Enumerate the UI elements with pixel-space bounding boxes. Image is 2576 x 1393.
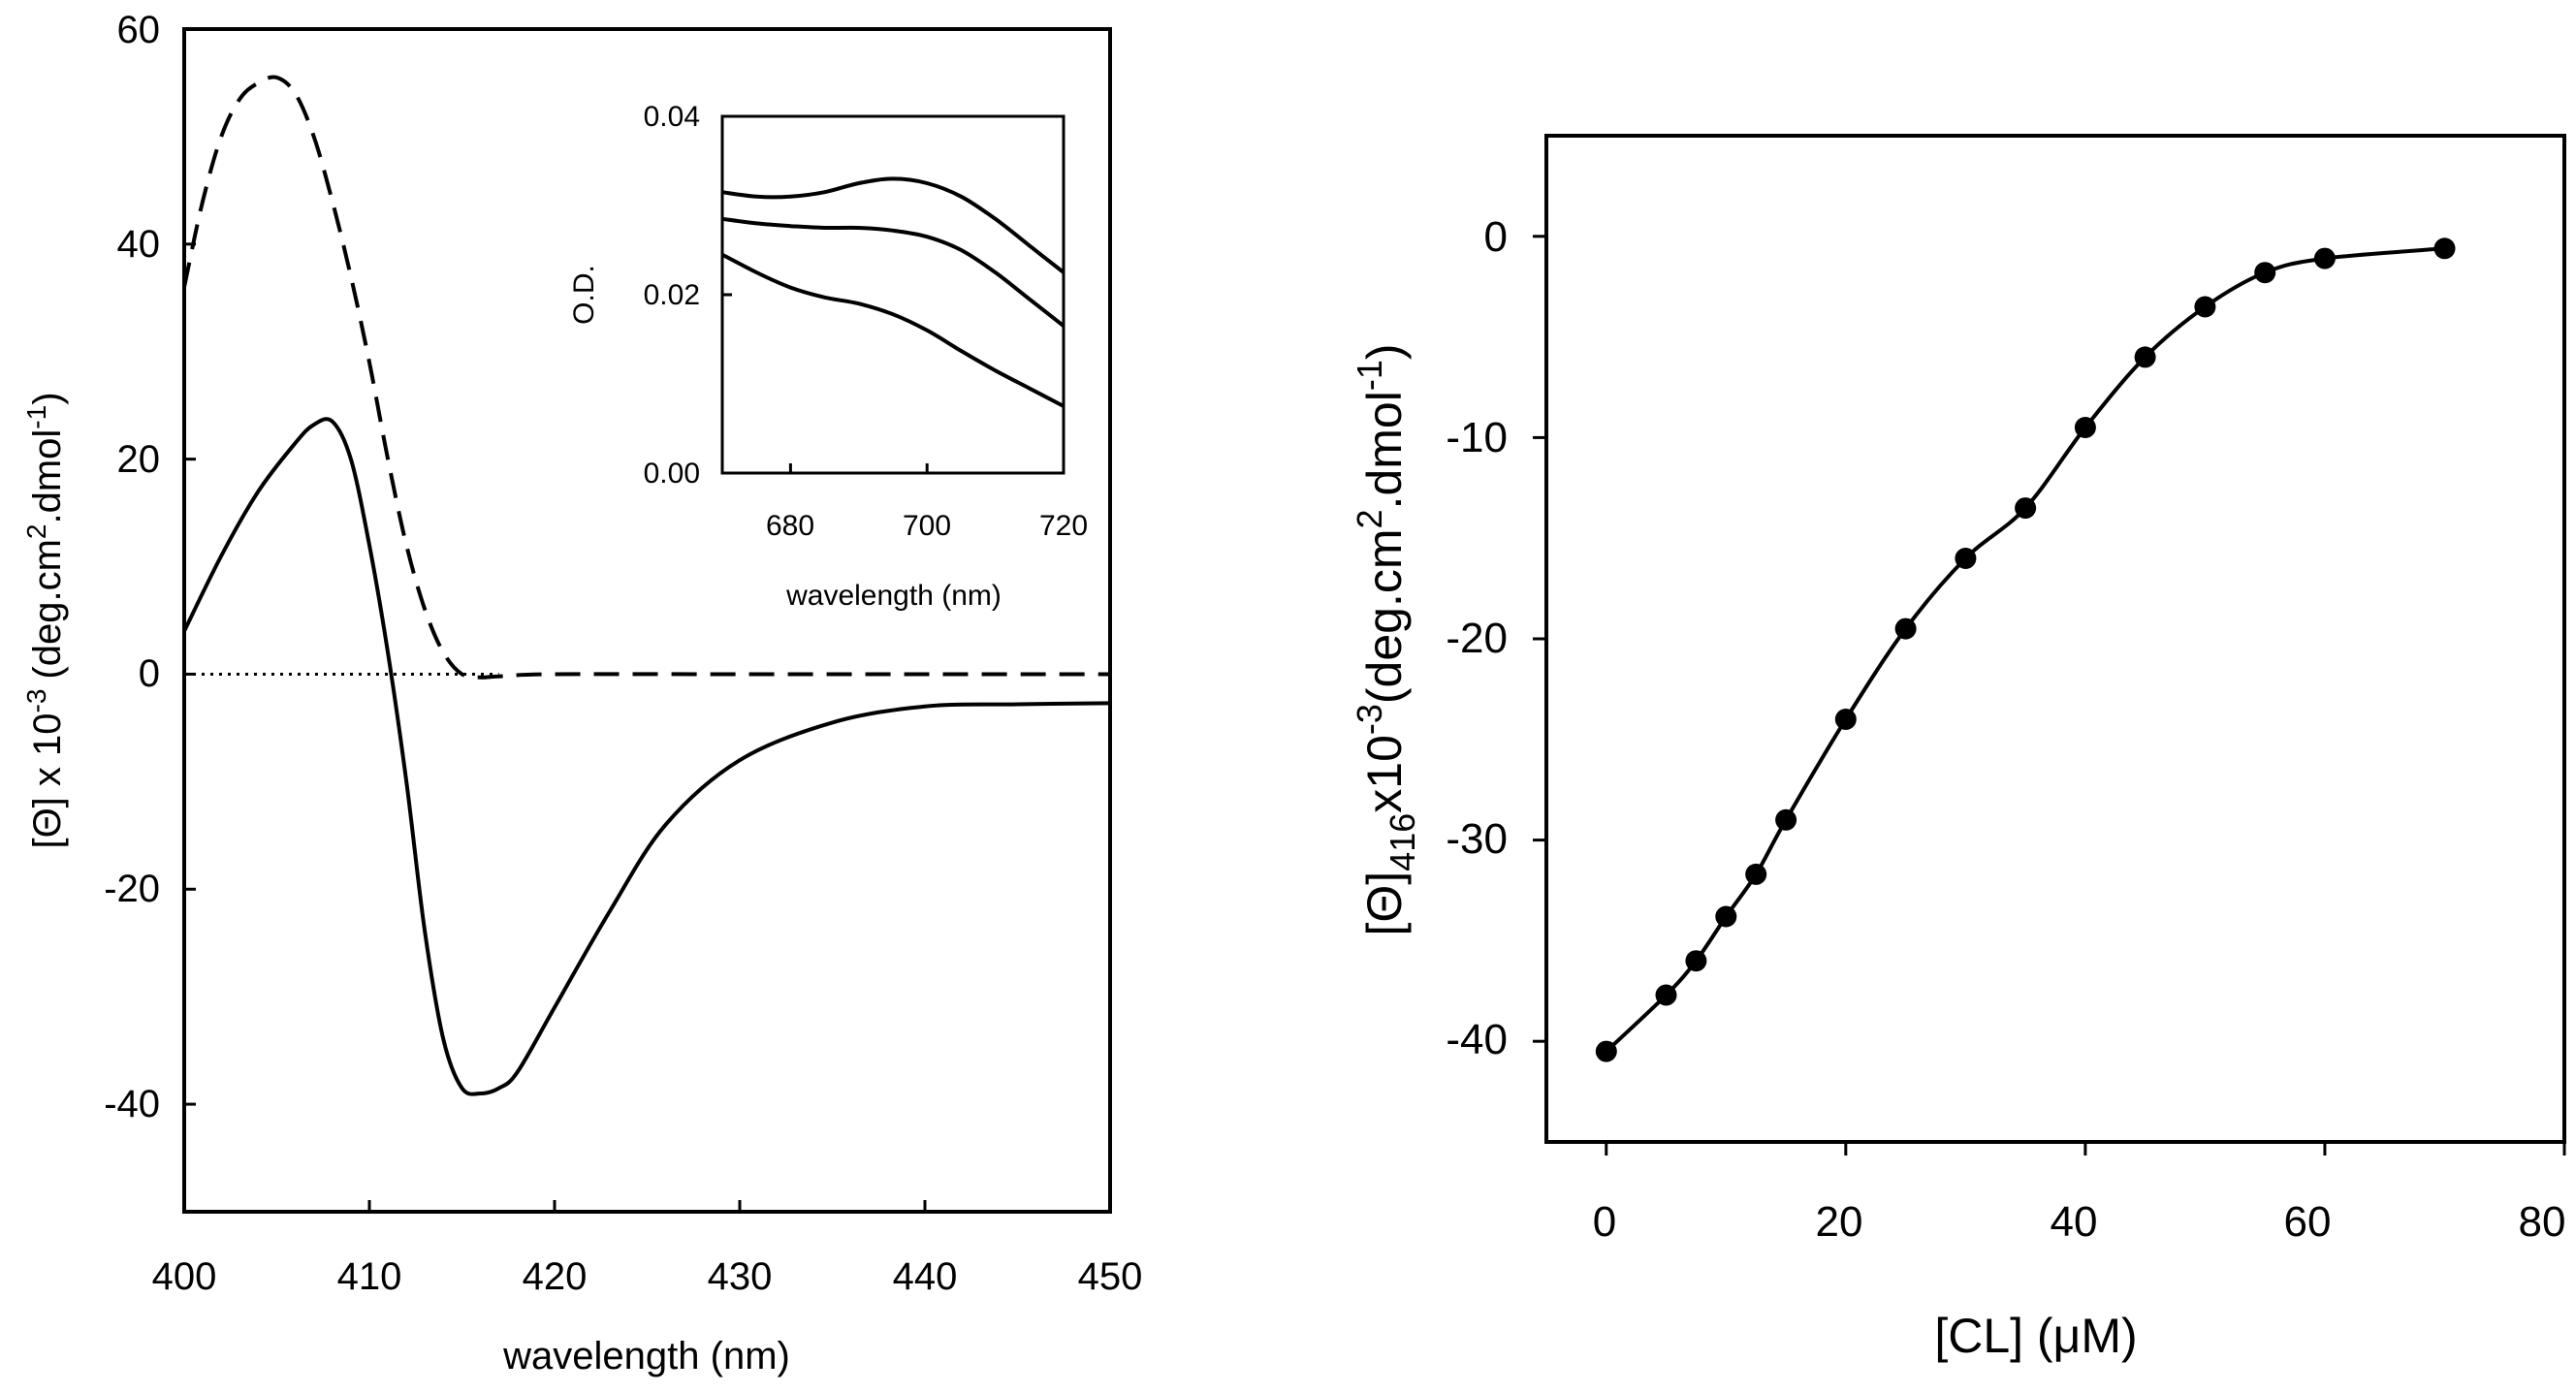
left-y-label-main: [Θ] x 10: [26, 712, 69, 848]
inset-series-line-top: [721, 176, 1065, 274]
right-chart: -40 -30 -20 -10 0 0 20 40 60 80 [CL] (μM…: [1350, 134, 2566, 1363]
left-y-tick-label: 60: [117, 9, 161, 51]
left-y-label-units-end: ): [26, 392, 69, 404]
right-x-tick-label: 40: [2051, 1198, 2098, 1246]
right-y-tick-label: -30: [1446, 815, 1508, 863]
right-data-point: [1655, 984, 1677, 1006]
right-y-label-sub: 416: [1383, 813, 1422, 871]
right-x-tick-labels: 0 20 40 60 80: [1593, 1198, 2566, 1246]
inset-series-line-bottom: [721, 252, 1065, 408]
right-data-point: [2433, 237, 2456, 260]
right-data-point: [2074, 417, 2096, 438]
left-y-label-units-exp1: 2: [21, 524, 51, 540]
right-data-point: [2194, 296, 2216, 318]
left-y-axis-label: [Θ] x 10-3 (deg.cm2.dmol-1): [21, 392, 69, 848]
right-data-point: [1775, 808, 1797, 831]
left-y-tick-label: 40: [117, 223, 161, 266]
right-data-point: [1834, 709, 1857, 730]
left-x-tick-labels: 400 410 420 430 440 450: [152, 1255, 1143, 1298]
left-y-label-units: (deg.cm: [26, 539, 69, 680]
left-x-tick-label: 450: [1078, 1255, 1143, 1298]
right-y-tick-label: -10: [1446, 414, 1508, 461]
inset-plot-frame: [720, 114, 1065, 475]
right-data-point: [1715, 905, 1737, 928]
right-data-point: [1595, 1040, 1617, 1062]
inset-y-tick-label: 0.02: [644, 279, 700, 311]
left-y-tick-label: -40: [104, 1083, 160, 1125]
inset-y-axis-label: O.D.: [568, 265, 600, 325]
right-data-point: [1745, 863, 1767, 885]
inset-series-line-middle: [721, 216, 1065, 328]
left-x-tick-label: 440: [893, 1255, 958, 1298]
right-data-point: [2015, 497, 2037, 520]
right-plot-frame: [1544, 134, 2566, 1144]
left-y-tick-label: -20: [104, 868, 160, 910]
right-x-axis-label: [CL] (μM): [1934, 1309, 2137, 1363]
right-y-label-units-mid: .dmol: [1357, 391, 1412, 509]
left-x-axis-label: wavelength (nm): [502, 1335, 790, 1377]
right-y-tick-label: -40: [1446, 1016, 1508, 1063]
right-y-tick-label: -20: [1446, 615, 1508, 662]
left-x-tick-label: 430: [708, 1255, 773, 1298]
right-y-tick-label: 0: [1484, 213, 1508, 261]
right-y-tick-labels: -40 -30 -20 -10 0: [1446, 213, 1508, 1063]
right-series-line: [1605, 246, 2445, 1054]
right-data-point: [2134, 346, 2156, 368]
left-series-line-dashed: [182, 75, 1110, 680]
inset-y-tick-label: 0.00: [644, 458, 700, 490]
right-data-point: [2254, 262, 2276, 284]
inset-x-axis-label: wavelength (nm): [785, 580, 1002, 612]
left-y-tick-label: 0: [139, 652, 160, 695]
inset-x-tick-label: 680: [766, 510, 814, 542]
left-y-label-exp: -3: [21, 689, 51, 713]
right-x-tick-label: 60: [2284, 1198, 2332, 1246]
left-x-tick-label: 410: [337, 1255, 402, 1298]
right-y-label-mid: x10: [1357, 735, 1412, 813]
inset-x-tick-label: 720: [1039, 510, 1088, 542]
left-x-tick-label: 400: [152, 1255, 217, 1298]
right-y-axis-label: [Θ]416x10-3(deg.cm2.dmol-1): [1350, 344, 1422, 936]
right-data-point: [1894, 617, 1917, 640]
right-data-point: [2313, 247, 2336, 269]
left-x-tick-label: 420: [523, 1255, 588, 1298]
left-plot-frame: [182, 27, 1112, 1214]
left-chart: -40 -20 0 20 40 60 400 410 420 430 440 4…: [21, 9, 1142, 1377]
right-chart-marks: [1533, 235, 2566, 1156]
inset-y-tick-label: 0.04: [644, 101, 700, 133]
right-x-tick-label: 20: [1816, 1198, 1863, 1246]
left-y-tick-labels: -40 -20 0 20 40 60: [104, 9, 160, 1125]
left-y-label-units-exp2: -1: [21, 405, 51, 429]
right-y-label-main: [Θ]: [1357, 871, 1412, 936]
right-data-point: [1685, 950, 1707, 972]
right-x-tick-label: 80: [2519, 1198, 2566, 1246]
inset-x-tick-label: 700: [903, 510, 951, 542]
inset-chart-marks: [721, 114, 1065, 475]
left-series-line-solid: [182, 417, 1111, 1096]
right-data-point: [1955, 548, 1977, 569]
right-y-label-units-exp2: -1: [1350, 360, 1389, 391]
inset-chart: 0.00 0.02 0.04 680 700 720 wavelength (n…: [568, 101, 1088, 612]
left-y-label-units-mid: .dmol: [26, 429, 69, 524]
left-chart-marks: [182, 27, 1112, 1212]
right-y-label-exp: -3: [1350, 704, 1389, 735]
right-y-label-units-exp1: 2: [1350, 509, 1389, 528]
left-y-tick-label: 20: [117, 438, 161, 481]
right-x-tick-label: 0: [1593, 1198, 1616, 1246]
right-y-label-units-end: ): [1357, 344, 1412, 361]
right-y-label-units: (deg.cm: [1357, 528, 1412, 704]
